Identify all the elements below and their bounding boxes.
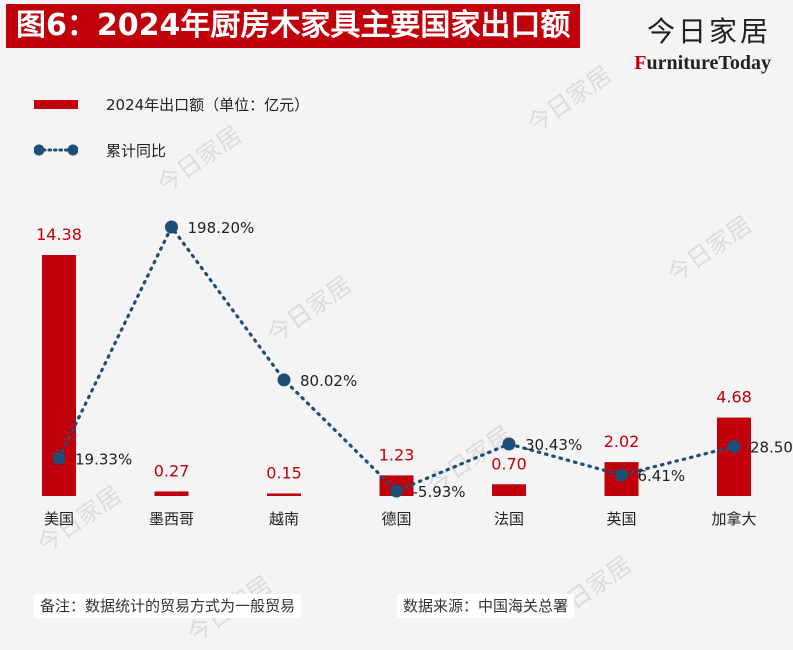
yoy-point-4	[502, 437, 516, 451]
legend-line-label: 累计同比	[106, 141, 167, 160]
bar-value-label: 4.68	[716, 388, 752, 407]
yoy-point-6	[727, 439, 741, 453]
yoy-point-1	[165, 220, 178, 234]
bar-4	[492, 484, 526, 496]
legend-bar-label: 2024年出口额（单位：亿元）	[106, 95, 310, 114]
yoy-point-2	[277, 373, 291, 387]
bar-6	[717, 417, 751, 496]
brand-logo: 今日家居 FurnitureToday	[634, 10, 771, 75]
bar-2	[267, 493, 301, 496]
footnote: 备注：数据统计的贸易方式为一般贸易	[34, 594, 302, 618]
bar-value-label: 0.70	[491, 454, 527, 473]
x-tick-label: 越南	[269, 510, 299, 528]
x-tick-label: 墨西哥	[149, 510, 194, 528]
legend-item-line: 累计同比	[34, 140, 166, 160]
legend-bar-swatch	[34, 99, 78, 109]
bar-value-label: 14.38	[36, 225, 82, 244]
yoy-value-label: 198.20%	[188, 219, 255, 237]
yoy-point-3	[390, 484, 403, 498]
x-tick-label: 法国	[494, 510, 524, 528]
legend-line-swatch	[34, 144, 78, 156]
yoy-point-5	[615, 468, 628, 482]
yoy-value-label: 80.02%	[300, 372, 357, 390]
x-tick-label: 德国	[381, 510, 411, 528]
chart-title: 图6：2024年厨房木家具主要国家出口额	[6, 4, 581, 48]
yoy-point-0	[52, 451, 66, 465]
yoy-value-label: 30.43%	[525, 436, 582, 454]
bar-1	[154, 491, 189, 496]
bar-value-label: 0.15	[266, 463, 302, 482]
bar-value-label: 1.23	[379, 445, 415, 464]
yoy-value-label: 19.33%	[75, 450, 132, 468]
yoy-value-label: 6.41%	[638, 467, 686, 485]
brand-name-cn: 今日家居	[646, 15, 771, 48]
brand-name-en: FurnitureToday	[634, 52, 771, 75]
brand-name-en-rest: urnitureToday	[646, 52, 771, 74]
data-source: 数据来源：中国海关总署	[397, 594, 575, 618]
yoy-value-label: -5.93%	[413, 483, 466, 501]
bar-value-label: 2.02	[604, 432, 640, 451]
legend-item-bar: 2024年出口额（单位：亿元）	[34, 94, 309, 114]
brand-name-en-initial: F	[634, 52, 647, 74]
bar-value-label: 0.27	[154, 461, 190, 480]
x-tick-label: 英国	[606, 510, 636, 528]
yoy-value-label: 28.50%	[750, 438, 793, 456]
x-tick-label: 加拿大	[711, 510, 756, 528]
x-tick-label: 美国	[44, 510, 74, 528]
